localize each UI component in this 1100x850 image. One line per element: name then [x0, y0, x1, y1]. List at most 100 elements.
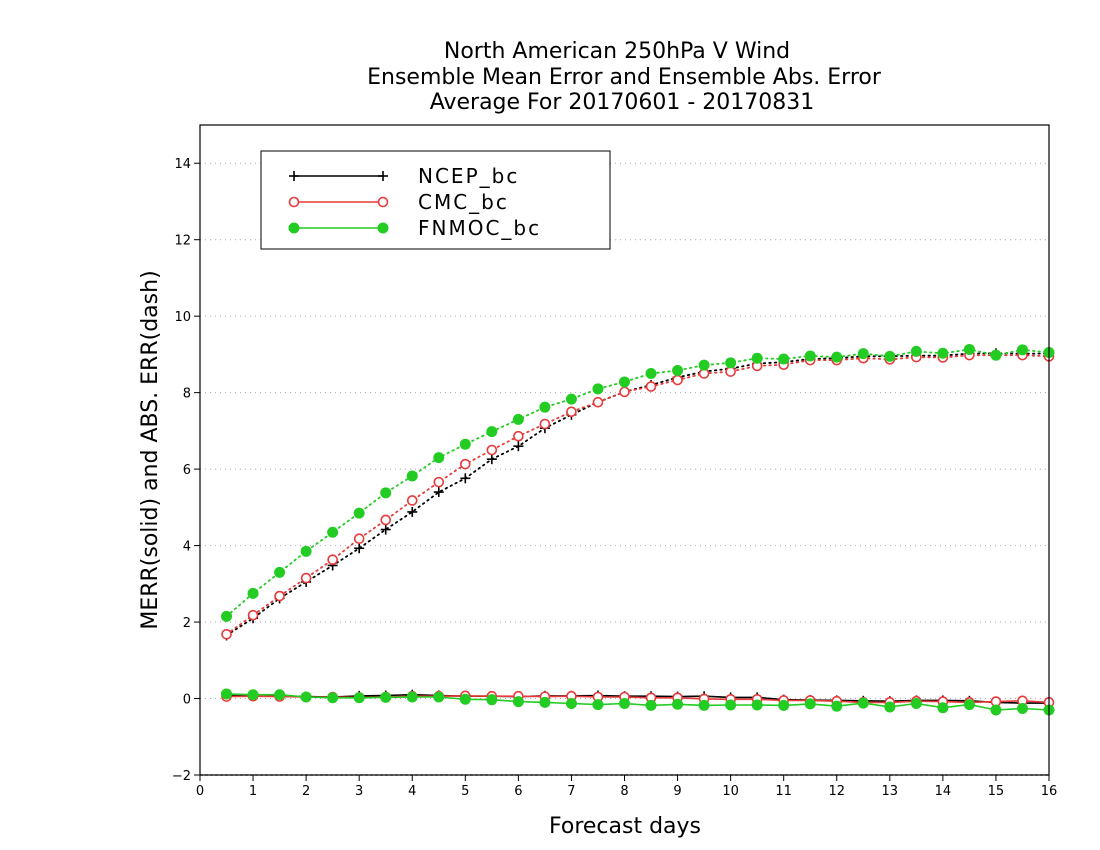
- legend-marker: [288, 222, 300, 234]
- legend-marker: [288, 196, 300, 208]
- abs-err-point: [274, 566, 286, 578]
- y-tick-label: 0: [183, 693, 191, 708]
- merr-point: [857, 697, 869, 709]
- abs-err-point: [672, 364, 684, 376]
- legend-item: FNMOC_bc: [288, 216, 541, 240]
- merr-point: [910, 698, 922, 709]
- x-tick-label: 10: [722, 784, 739, 799]
- abs-err-point: [857, 348, 869, 360]
- merr-point: [698, 699, 710, 711]
- abs-err-line: [225, 348, 1050, 618]
- abs-err-point: [353, 507, 365, 519]
- abs-err-point: [645, 381, 657, 392]
- abs-err-point: [513, 441, 524, 452]
- abs-err-point: [592, 383, 604, 395]
- x-tick-label: 1: [249, 784, 257, 799]
- x-tick-label: 5: [461, 784, 469, 799]
- abs-err-point: [407, 506, 418, 517]
- abs-err-point: [486, 444, 498, 456]
- title-line-1: North American 250hPa V Wind: [444, 39, 790, 64]
- abs-err-point: [460, 458, 471, 470]
- abs-err-point: [274, 590, 285, 602]
- abs-err-point: [486, 426, 498, 438]
- y-tick-label: 14: [174, 157, 191, 172]
- abs-err-point: [433, 487, 444, 498]
- abs-err-point: [380, 487, 392, 499]
- x-tick-label: 6: [514, 784, 522, 799]
- abs-err-point: [565, 393, 577, 405]
- abs-err-point: [672, 374, 683, 386]
- legend-marker: [378, 171, 388, 181]
- merr-point: [327, 692, 339, 704]
- merr-point: [672, 698, 684, 710]
- abs-err-point: [300, 572, 312, 584]
- merr-point: [963, 699, 975, 711]
- y-tick-label: −2: [172, 769, 191, 784]
- merr-point: [619, 698, 630, 709]
- legend-label: FNMOC_bc: [418, 216, 541, 240]
- abs-err-point: [592, 396, 604, 408]
- merr-point: [406, 691, 418, 703]
- merr-point: [353, 692, 365, 704]
- abs-err-point: [460, 473, 471, 484]
- title-line-3: Average For 20170601 - 20170831: [430, 90, 815, 115]
- plot-frame: [199, 124, 1050, 776]
- x-tick-label: 12: [828, 784, 845, 799]
- legend-box: [260, 150, 611, 250]
- abs-err-point: [963, 343, 975, 355]
- abs-err-point: [353, 533, 365, 545]
- merr-point: [645, 699, 657, 711]
- merr-point: [274, 689, 286, 701]
- abs-err-point: [698, 359, 710, 371]
- merr-point: [486, 694, 498, 706]
- abs-err-point: [354, 543, 365, 554]
- merr-point: [459, 693, 471, 705]
- x-tick-label: 2: [302, 784, 310, 799]
- legend-label: CMC_bc: [418, 190, 509, 214]
- abs-err-point: [539, 418, 551, 430]
- abs-err-point: [406, 470, 418, 482]
- abs-err-point: [433, 476, 445, 488]
- abs-err-point: [512, 413, 524, 425]
- x-axis-label: Forecast days: [549, 814, 701, 839]
- x-tick-label: 4: [408, 784, 416, 799]
- merr-point: [990, 704, 1002, 716]
- y-tick-label: 12: [174, 234, 191, 249]
- x-tick-label: 9: [673, 784, 681, 799]
- abs-err-point: [221, 628, 232, 640]
- merr-point: [725, 699, 737, 711]
- abs-err-point: [486, 454, 497, 465]
- abs-err-point: [884, 350, 896, 362]
- abs-err-point: [910, 345, 922, 357]
- abs-err-point: [804, 350, 816, 362]
- legend-label: NCEP_bc: [418, 164, 519, 188]
- legend-marker: [289, 171, 299, 181]
- abs-err-point: [937, 347, 949, 359]
- legend-marker: [377, 196, 389, 208]
- abs-err-point: [725, 357, 737, 369]
- x-tick-label: 16: [1041, 784, 1058, 799]
- merr-point: [751, 699, 763, 711]
- merr-line: [226, 695, 1050, 704]
- abs-err-point: [513, 430, 524, 442]
- abs-err-point: [778, 353, 790, 365]
- chart-title: North American 250hPa V Wind Ensemble Me…: [367, 39, 882, 115]
- merr-point: [1016, 702, 1028, 714]
- abs-err-point: [831, 351, 843, 363]
- y-tick-label: 10: [174, 310, 191, 325]
- abs-err-point: [247, 609, 259, 621]
- abs-err-point: [327, 554, 338, 566]
- merr-point: [831, 700, 843, 712]
- x-tick-label: 11: [775, 784, 792, 799]
- merr-point: [221, 688, 233, 700]
- abs-err-point: [300, 545, 312, 557]
- abs-err-point: [566, 406, 577, 418]
- merr-point: [512, 696, 524, 708]
- legend-item: CMC_bc: [288, 190, 509, 214]
- abs-err-point: [433, 452, 445, 464]
- merr-point: [300, 691, 312, 703]
- abs-err-point: [725, 366, 736, 377]
